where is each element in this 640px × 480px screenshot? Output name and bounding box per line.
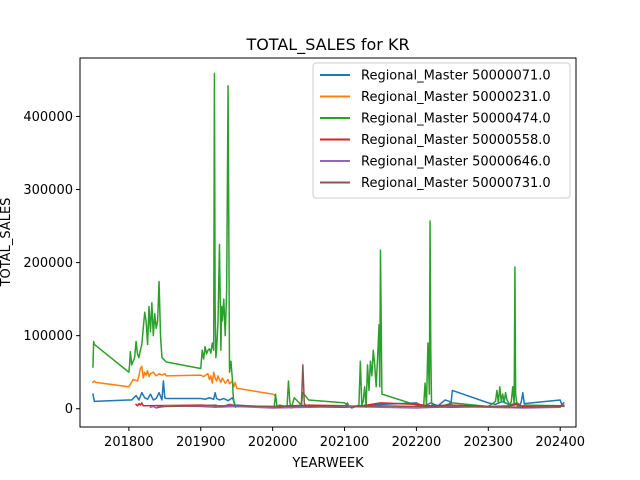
y-tick-label: 100000 [23, 329, 73, 344]
axes-layer: 201800 201900 202000 202100 202200 202300 2024… [23, 110, 585, 450]
legend: Regional_Master 50000071.0 Regional_Maste… [312, 62, 571, 199]
series-line-5 [156, 364, 565, 409]
legend-box [312, 62, 571, 199]
legend-label: Regional_Master 50000474.0 [361, 112, 551, 127]
legend-label: Regional_Master 50000731.0 [361, 176, 551, 191]
legend-label: Regional_Master 50000071.0 [361, 69, 551, 84]
x-tick-label: 202200 [392, 435, 442, 450]
x-tick-label: 202100 [320, 435, 370, 450]
x-tick-label: 202300 [463, 435, 513, 450]
y-axis-title: TOTAL_SALES [0, 198, 14, 288]
x-tick-label: 201800 [104, 435, 154, 450]
y-tick-label: 200000 [23, 256, 73, 271]
y-tick-label: 0 [65, 402, 73, 417]
legend-label: Regional_Master 50000558.0 [361, 133, 551, 148]
series-line-1 [91, 365, 277, 397]
y-tick-label: 400000 [23, 110, 73, 125]
x-axis-title: YEARWEEK [291, 456, 364, 471]
legend-label: Regional_Master 50000231.0 [361, 90, 551, 105]
x-tick-label: 202400 [535, 435, 585, 450]
plot-area-frame [79, 57, 577, 428]
y-tick-label: 300000 [23, 183, 73, 198]
x-tick-label: 202000 [248, 435, 298, 450]
legend-label: Regional_Master 50000646.0 [361, 155, 551, 170]
chart-title: TOTAL_SALES for KR [245, 35, 409, 55]
x-tick-label: 201900 [176, 435, 226, 450]
series-layer [91, 72, 565, 409]
